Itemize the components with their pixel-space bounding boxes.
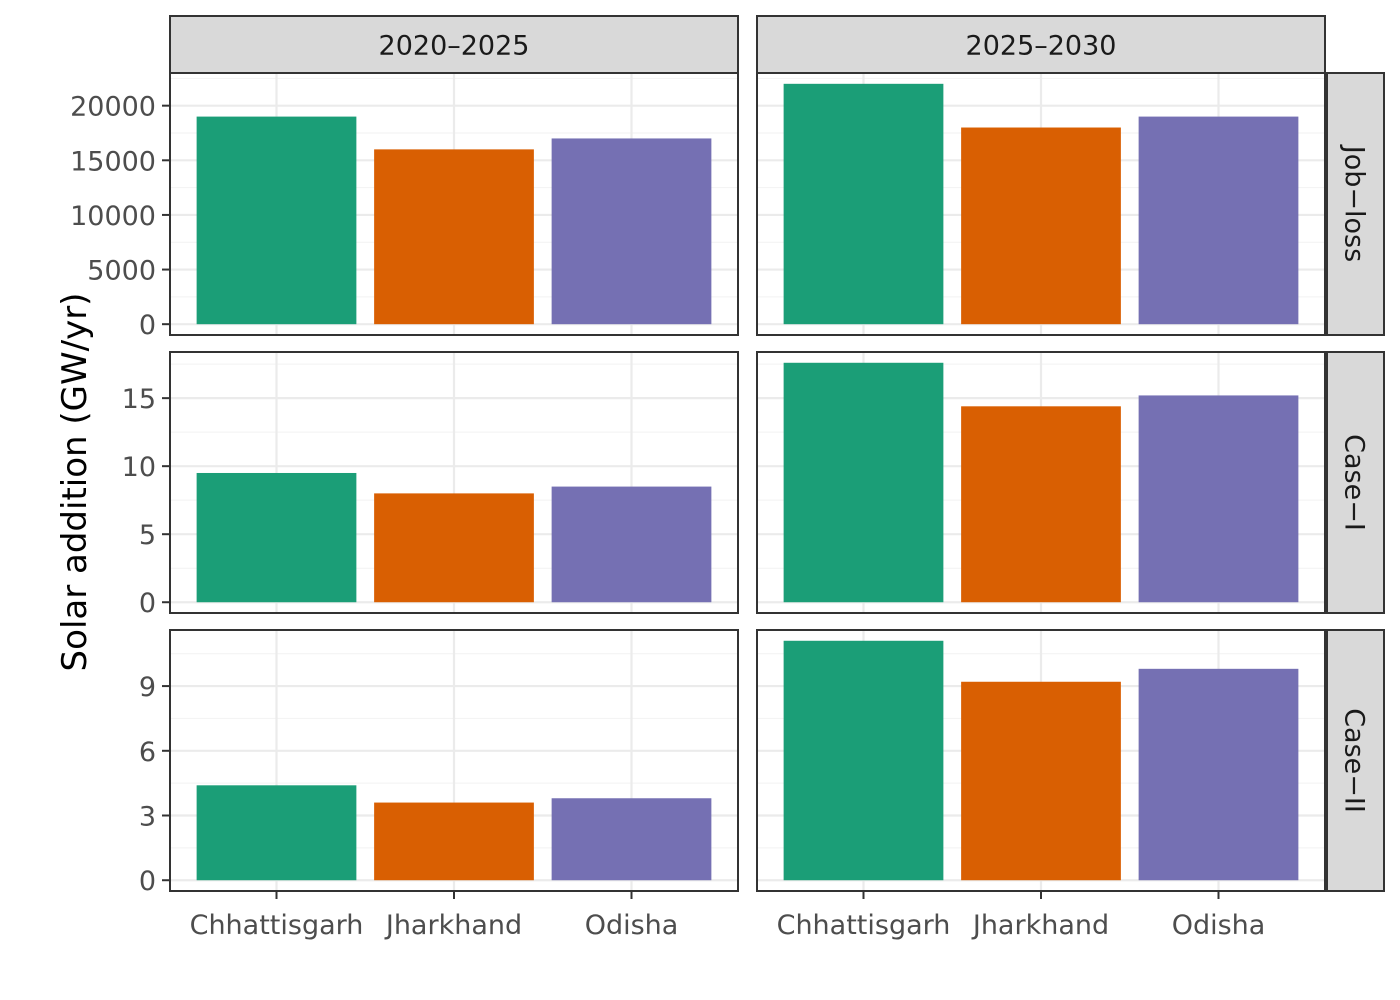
y-tick-label: 10000 (70, 201, 156, 232)
facet-strip-label-1: 2020–2025 (379, 31, 530, 62)
y-tick-label: 5 (139, 520, 156, 551)
panel-border-2-2 (756, 351, 1326, 614)
x-tick-label-jharkhand: Jharkhand (971, 910, 1109, 941)
row-strip-label-2: Case−I (1339, 434, 1370, 531)
y-tick-label: 0 (139, 866, 156, 897)
bar-jharkhand-1-1 (374, 149, 534, 325)
bar-jharkhand-2-1 (374, 493, 534, 603)
y-tick-label: 3 (139, 802, 156, 833)
bar-chhattisgarh-1-2 (783, 83, 944, 325)
row-strip-label-1: Job−loss (1339, 144, 1370, 262)
x-tick-label-chhattisgarh: Chhattisgarh (190, 910, 364, 941)
bar-chhattisgarh-2-2 (783, 362, 944, 603)
row-strip-1 (1326, 72, 1385, 336)
y-tick-label: 5000 (87, 256, 156, 287)
x-tick-label-odisha: Odisha (585, 910, 679, 941)
bar-jharkhand-1-2 (961, 127, 1121, 325)
panel-border-2-1 (169, 351, 739, 614)
bar-jharkhand-3-2 (961, 681, 1121, 881)
facet-strip-1 (169, 15, 739, 74)
bar-jharkhand-3-1 (374, 802, 534, 881)
y-tick-label: 9 (139, 672, 156, 703)
x-tick-label-jharkhand: Jharkhand (384, 910, 522, 941)
facet-strip-2 (756, 15, 1326, 74)
y-tick-label: 0 (139, 588, 156, 619)
bar-chhattisgarh-2-1 (196, 472, 357, 603)
bar-odisha-3-1 (551, 798, 712, 881)
bar-chhattisgarh-1-1 (196, 116, 357, 325)
facet-strip-label-2: 2025–2030 (966, 31, 1117, 62)
y-tick-label: 0 (139, 310, 156, 341)
y-axis-title: Solar addition (GW/yr) (55, 293, 95, 672)
bar-odisha-1-2 (1138, 116, 1299, 325)
y-tick-label: 15 (122, 384, 156, 415)
x-tick-label-chhattisgarh: Chhattisgarh (777, 910, 951, 941)
bar-chhattisgarh-3-2 (783, 640, 944, 881)
row-strip-3 (1326, 629, 1385, 892)
bar-chhattisgarh-3-1 (196, 785, 357, 881)
y-tick-label: 6 (139, 737, 156, 768)
bar-odisha-1-1 (551, 138, 712, 325)
y-tick-label: 15000 (70, 146, 156, 177)
bar-odisha-3-2 (1138, 668, 1299, 881)
y-tick-label: 20000 (70, 92, 156, 123)
x-tick-label-odisha: Odisha (1172, 910, 1266, 941)
y-tick-label: 10 (122, 452, 156, 483)
row-strip-2 (1326, 351, 1385, 614)
panel-border-1-1 (169, 72, 739, 336)
bar-jharkhand-2-2 (961, 406, 1121, 603)
bar-odisha-2-2 (1138, 395, 1299, 603)
bar-odisha-2-1 (551, 486, 712, 603)
panel-border-1-2 (756, 72, 1326, 336)
row-strip-label-3: Case−II (1339, 708, 1370, 813)
